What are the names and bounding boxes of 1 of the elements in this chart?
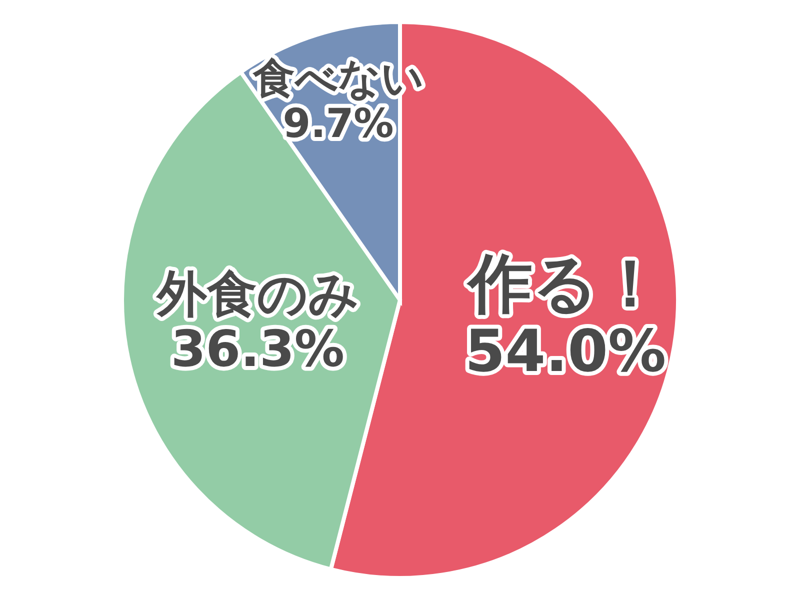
data-label: 9.7% <box>282 101 394 148</box>
